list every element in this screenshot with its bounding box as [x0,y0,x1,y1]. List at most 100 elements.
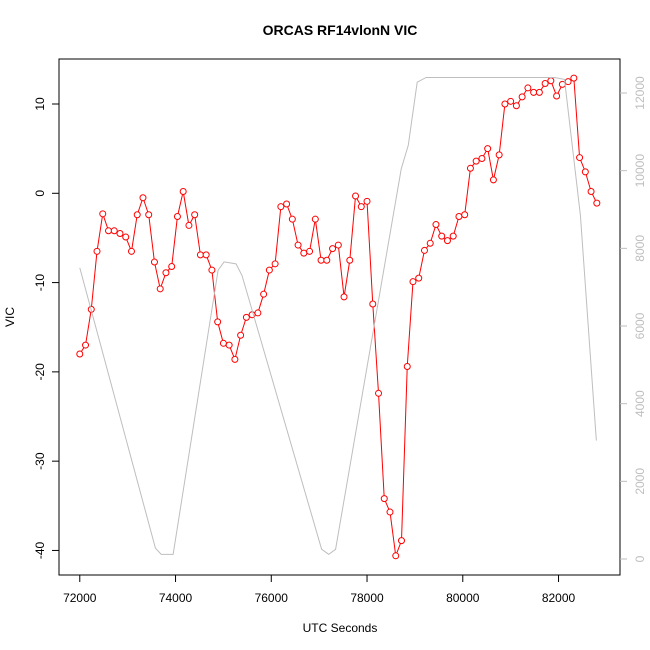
point [265,266,273,274]
point [300,249,308,257]
point [415,274,423,282]
point [173,213,181,221]
point [403,363,411,371]
point [576,154,584,162]
x-tick-label: 76000 [255,591,289,605]
point [438,232,446,240]
point [489,176,497,184]
point [495,151,503,159]
point [242,313,250,321]
point [512,102,520,110]
point [145,211,153,219]
point [524,84,532,92]
point [397,537,405,545]
point [466,164,474,172]
point [472,157,480,165]
point [116,229,124,237]
point [484,145,492,153]
point [208,266,216,274]
point [283,200,291,208]
point [76,350,84,358]
point [254,309,262,317]
point [105,227,113,235]
point [323,256,331,264]
point [392,552,400,560]
point [426,239,434,247]
point [139,194,147,202]
point [346,256,354,264]
x-tick-label: 72000 [63,591,97,605]
point [82,341,90,349]
point [329,245,337,253]
y2-tick-label: 8000 [633,235,647,262]
point [127,247,135,255]
x-tick-label: 74000 [159,591,193,605]
point [455,213,463,221]
point [593,199,601,207]
point [185,221,193,229]
point [352,192,360,200]
point [294,241,302,249]
point [369,300,377,308]
point [570,74,578,82]
point [191,211,199,219]
point [432,221,440,229]
point [311,215,319,223]
x-tick-label: 82000 [542,591,576,605]
point [179,188,187,196]
point [518,93,526,101]
y-tick-label: 0 [33,190,47,197]
point [168,263,176,271]
y-tick-label: 10 [33,97,47,111]
point [122,233,130,241]
point [99,210,107,218]
point [340,293,348,301]
y2-tick-label: 0 [633,555,647,562]
point [409,278,417,286]
point [150,258,158,266]
point [535,88,543,96]
point [587,188,595,196]
point [443,237,451,245]
y-tick-label: -20 [33,363,47,381]
plot-frame [58,58,621,576]
point [530,88,538,96]
point [219,339,227,347]
point [380,495,388,503]
point [553,92,561,100]
y2-tick-label: 10000 [633,154,647,188]
point [133,211,141,219]
point [449,232,457,240]
point [260,290,268,298]
x-tick-label: 78000 [350,591,384,605]
chart-title: ORCAS RF14vlonN VIC [263,22,418,38]
y2-tick-label: 2000 [633,468,647,495]
point [306,247,314,255]
point [507,97,515,105]
point [196,251,204,259]
point [231,355,239,363]
y-axis-label: VIC [3,307,17,327]
point [564,78,572,86]
point [386,508,394,516]
series-line [79,76,597,555]
point [334,241,342,249]
point [317,256,325,264]
point [271,260,279,268]
y-tick-label: -40 [33,541,47,559]
point [375,389,383,397]
x-tick-label: 80000 [446,591,480,605]
y-tick-label: -10 [33,274,47,292]
point [110,227,118,235]
point [581,168,589,176]
point [202,251,210,259]
point [363,197,371,205]
point [288,215,296,223]
point [277,203,285,211]
y2-tick-label: 4000 [633,390,647,417]
y2-tick-label: 6000 [633,312,647,339]
y-tick-label: -30 [33,452,47,470]
point [478,154,486,162]
point [541,79,549,87]
